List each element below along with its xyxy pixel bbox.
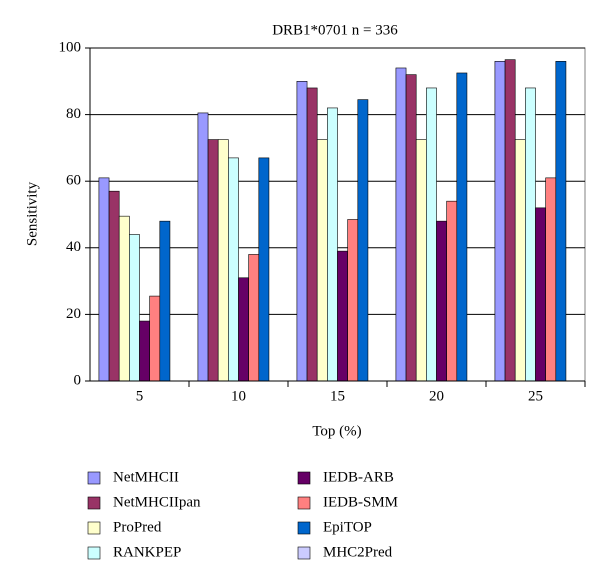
bar <box>426 87 437 382</box>
x-tick-label: 15 <box>330 388 345 404</box>
bar <box>525 87 536 382</box>
bar <box>327 107 338 382</box>
legend-swatch <box>297 546 311 560</box>
legend-swatch <box>297 521 311 535</box>
y-axis-label: Sensitivity <box>24 181 40 246</box>
y-tick-label: 80 <box>66 106 81 122</box>
legend-swatch <box>87 546 101 560</box>
legend-swatch <box>87 521 101 535</box>
bar <box>504 59 516 382</box>
y-tick-label: 40 <box>66 239 81 255</box>
bar <box>197 112 209 382</box>
chart-title: DRB1*0701 n = 336 <box>272 22 398 38</box>
bar <box>228 157 239 382</box>
legend-swatch <box>87 496 101 510</box>
bar <box>494 61 506 382</box>
bar <box>535 207 546 382</box>
legend-label: IEDB-SMM <box>323 494 398 510</box>
x-tick-label: 5 <box>136 388 144 404</box>
legend-label: RANKPEP <box>113 544 181 560</box>
bar <box>129 234 140 382</box>
legend-label: NetMHCII <box>113 469 179 485</box>
bar <box>357 99 369 382</box>
bar <box>545 177 557 382</box>
bar <box>306 87 318 382</box>
legend-swatch <box>87 471 101 485</box>
y-tick-label: 0 <box>74 372 82 388</box>
bar <box>258 157 270 382</box>
bar <box>248 254 260 382</box>
legend-label: EpiTOP <box>323 519 372 535</box>
bar <box>238 277 249 382</box>
y-tick-label: 20 <box>66 306 81 322</box>
legend-label: MHC2Pred <box>323 544 393 560</box>
bar <box>456 72 468 382</box>
bar <box>347 219 359 382</box>
bar <box>118 215 130 382</box>
bar <box>296 81 308 382</box>
bar <box>436 220 447 382</box>
bar <box>207 139 219 382</box>
y-tick-label: 100 <box>59 39 82 55</box>
bar <box>446 200 458 382</box>
legend-label: NetMHCIIpan <box>113 494 201 510</box>
bar <box>405 74 417 382</box>
x-tick-label: 20 <box>429 388 444 404</box>
legend-label: IEDB-ARB <box>323 469 394 485</box>
bar <box>316 139 328 382</box>
bar <box>98 177 110 382</box>
bar <box>555 61 567 382</box>
legend-swatch <box>297 496 311 510</box>
legend-swatch <box>297 471 311 485</box>
bar <box>415 139 427 382</box>
y-tick-label: 60 <box>66 173 81 189</box>
x-axis-label: Top (%) <box>312 423 361 439</box>
bar <box>139 320 150 382</box>
bar <box>514 139 526 382</box>
bar <box>149 295 161 382</box>
bar <box>337 250 348 382</box>
bar <box>159 220 171 382</box>
x-tick-label: 25 <box>528 388 543 404</box>
bar <box>395 67 407 382</box>
bar <box>217 139 229 382</box>
bar <box>108 190 120 382</box>
legend-label: ProPred <box>113 519 162 535</box>
x-tick-label: 10 <box>231 388 246 404</box>
